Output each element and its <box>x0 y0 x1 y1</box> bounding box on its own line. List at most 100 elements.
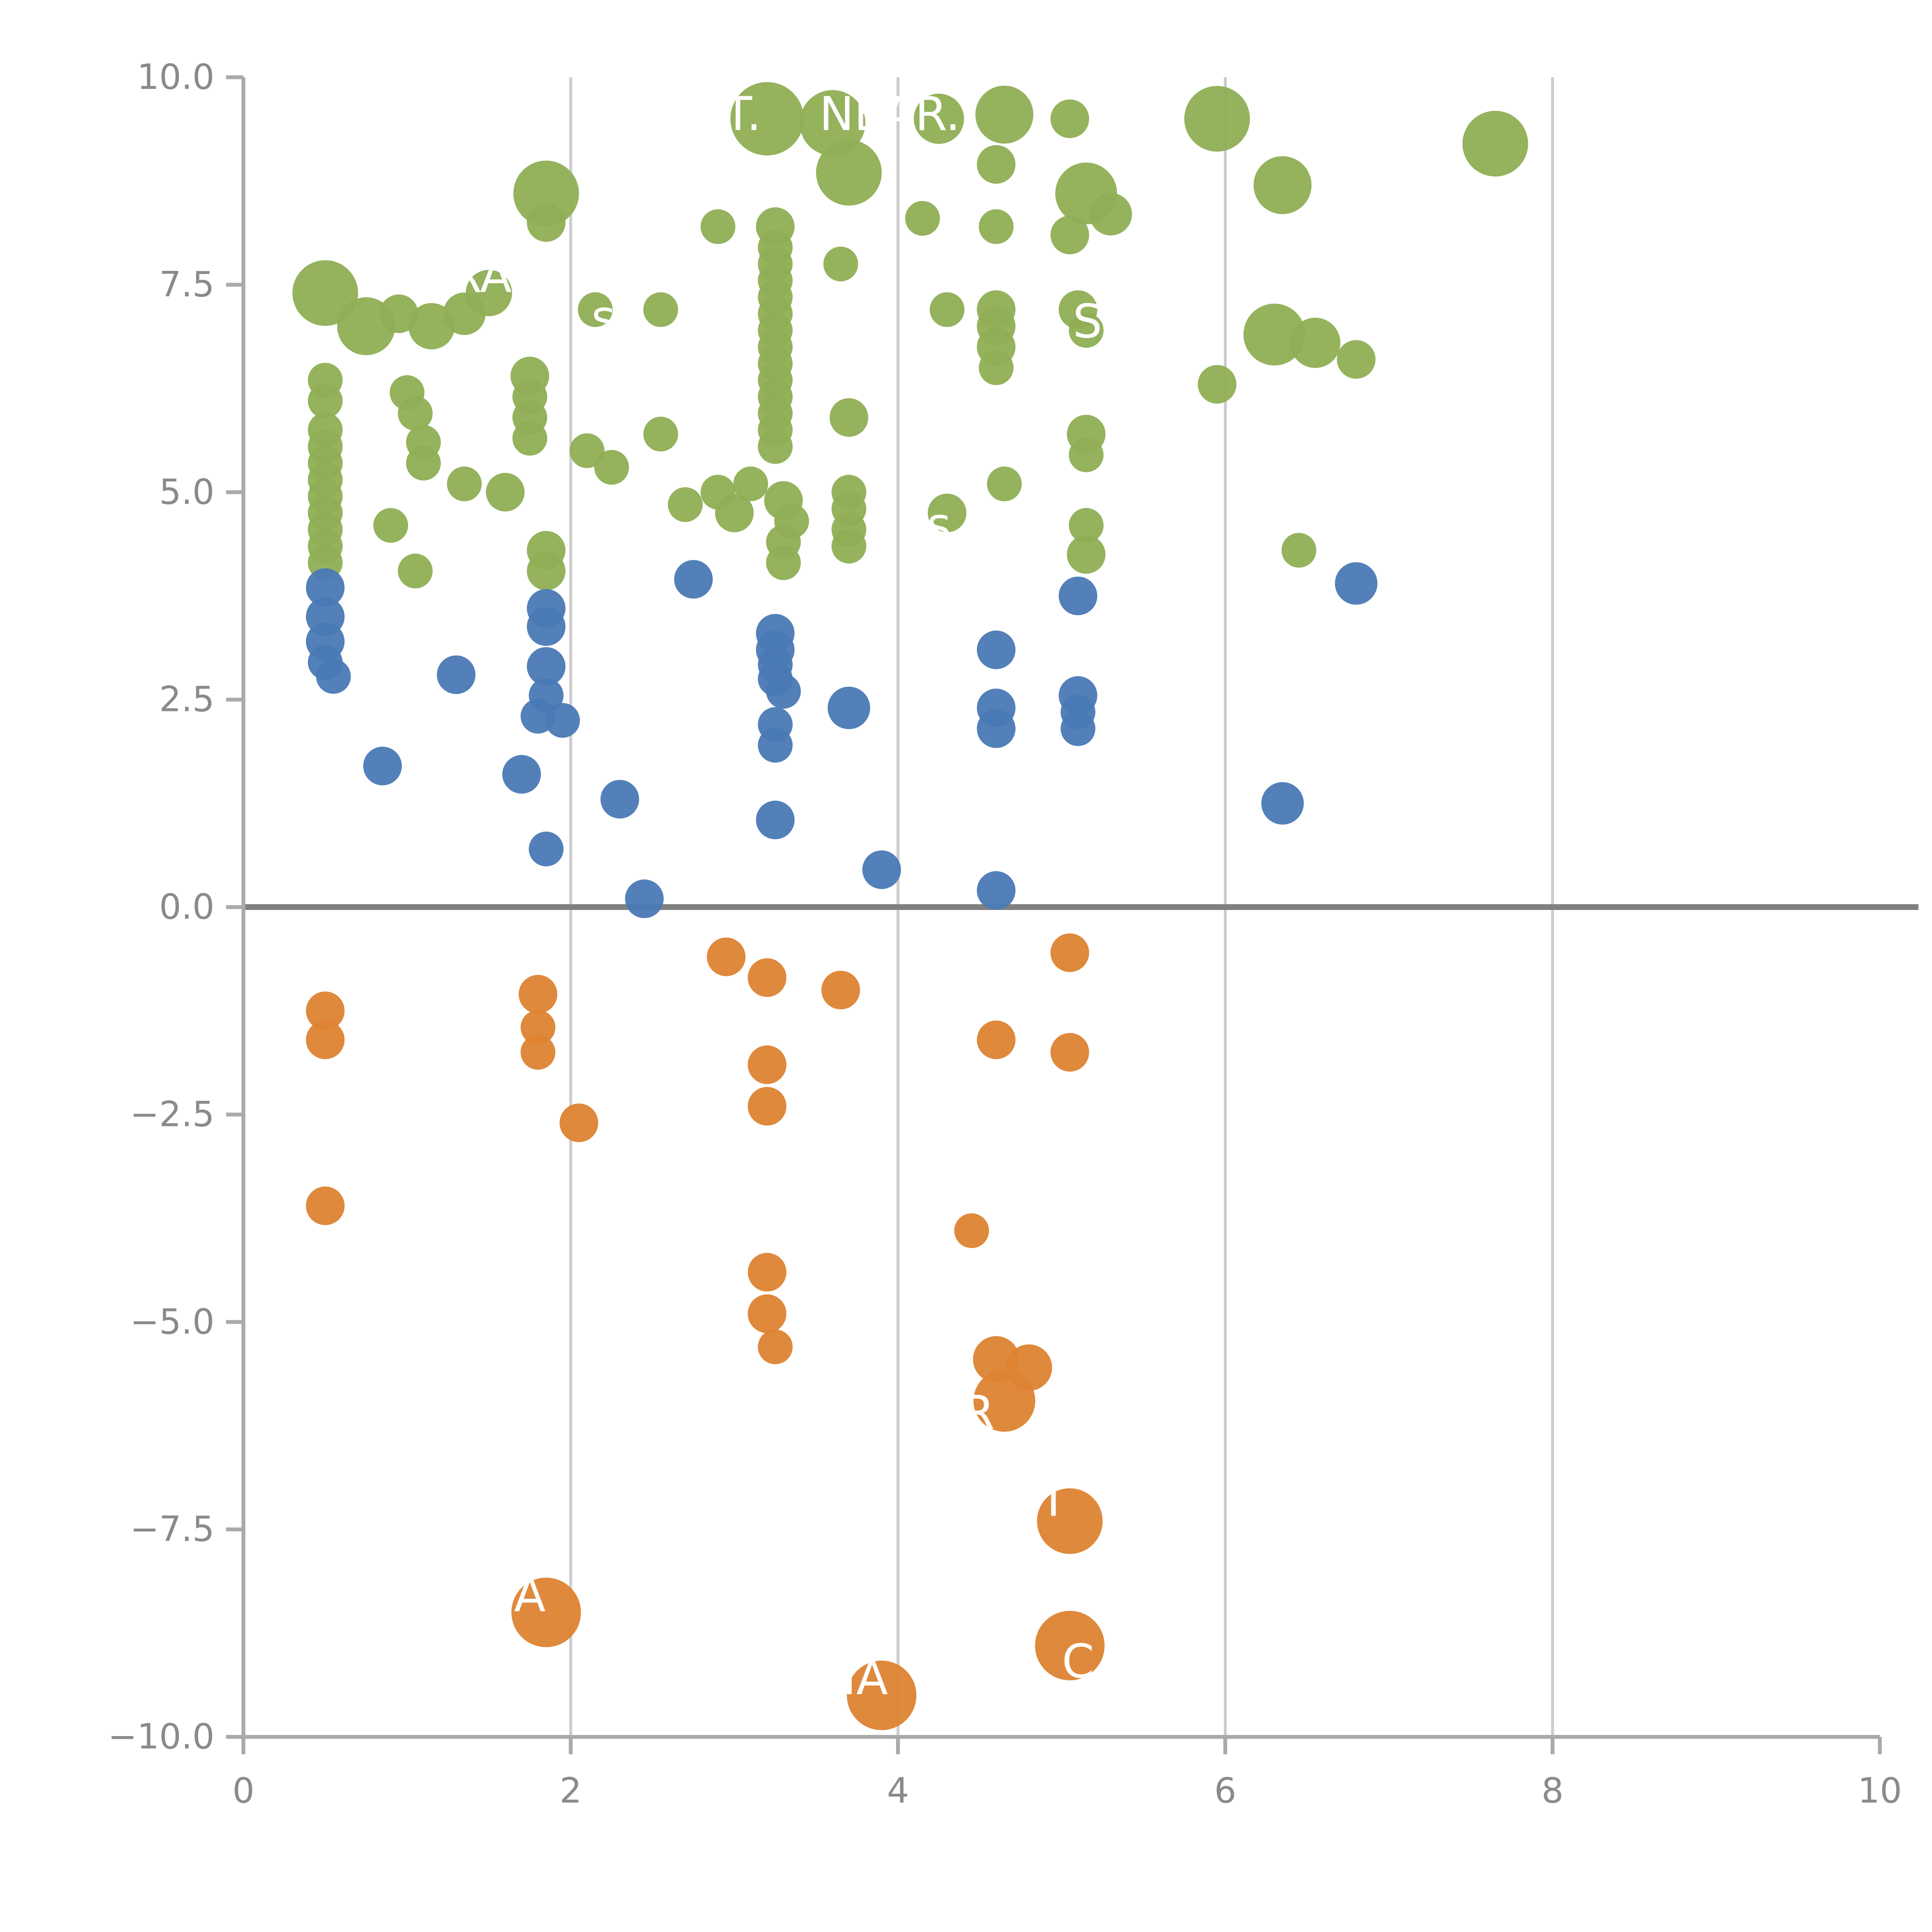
y-tick-label: 5.0 <box>159 472 214 512</box>
data-point <box>1069 437 1104 473</box>
data-point <box>308 383 343 418</box>
data-point <box>398 553 433 588</box>
data-point <box>625 879 664 918</box>
data-point <box>748 1045 787 1084</box>
data-point <box>847 1660 917 1730</box>
bubble-label: B R <box>916 1386 995 1440</box>
data-point <box>1050 216 1089 255</box>
x-tick-label: 8 <box>1541 1770 1563 1811</box>
data-point <box>437 655 476 694</box>
data-point <box>954 1213 989 1248</box>
data-point <box>570 433 605 468</box>
data-point <box>1035 1611 1105 1680</box>
data-point <box>513 160 579 226</box>
bubble-label: T. <box>723 88 761 141</box>
data-point <box>511 1577 581 1647</box>
data-point <box>823 247 858 282</box>
data-point <box>977 709 1016 748</box>
y-tick-label: 10.0 <box>137 57 214 97</box>
data-point <box>1060 711 1095 746</box>
data-point <box>977 1020 1016 1060</box>
data-point <box>748 1294 787 1333</box>
bubble-label: RA <box>450 249 512 303</box>
data-point <box>520 1035 556 1070</box>
data-point <box>466 270 512 316</box>
series-middle-blue-group <box>306 560 1378 918</box>
bubble-labels: T. NEAR. RA s SI s B R T A C IA <box>450 88 1116 1706</box>
data-point <box>486 473 525 512</box>
data-point <box>973 1370 1036 1432</box>
data-point <box>1067 535 1106 574</box>
data-point <box>512 421 548 456</box>
data-point <box>643 417 678 452</box>
data-point <box>527 647 566 686</box>
data-point <box>600 780 639 819</box>
series-upper-green-group <box>292 82 1528 590</box>
data-point <box>1184 86 1250 152</box>
data-point <box>643 292 678 327</box>
data-point <box>758 429 793 464</box>
data-point <box>594 450 629 485</box>
x-tick-label: 10 <box>1858 1770 1902 1811</box>
data-point <box>1281 533 1316 568</box>
data-point <box>979 350 1014 385</box>
data-point <box>406 446 441 481</box>
data-point <box>447 466 482 502</box>
data-point <box>707 937 746 976</box>
x-tick-label: 2 <box>560 1770 582 1811</box>
data-point <box>913 94 964 144</box>
data-point <box>758 728 793 763</box>
x-tick-label: 6 <box>1214 1770 1236 1811</box>
data-point <box>1253 156 1312 214</box>
series-lower-orange-group <box>306 933 1105 1730</box>
data-point <box>316 659 351 694</box>
data-point <box>306 1020 345 1060</box>
data-point <box>1243 303 1306 366</box>
data-point <box>987 466 1022 502</box>
data-point <box>827 687 870 730</box>
data-point <box>1335 562 1378 605</box>
data-point <box>1337 340 1376 379</box>
data-point <box>979 209 1014 244</box>
data-point <box>831 529 866 564</box>
x-tick-label: 0 <box>232 1770 254 1811</box>
y-tick-label: 0.0 <box>159 887 214 927</box>
data-point <box>373 508 408 543</box>
data-point <box>975 85 1034 144</box>
data-point <box>766 674 801 709</box>
data-point <box>527 607 566 646</box>
data-point <box>816 139 882 206</box>
data-point <box>758 1329 793 1364</box>
data-point <box>1037 1488 1103 1554</box>
data-point <box>578 292 613 327</box>
data-point <box>928 493 967 532</box>
y-tick-label: 2.5 <box>159 679 214 720</box>
data-point <box>977 630 1016 669</box>
data-point <box>1290 318 1340 368</box>
data-point <box>1462 111 1528 177</box>
data-point <box>977 145 1016 184</box>
data-point <box>1089 193 1132 236</box>
data-point <box>930 292 965 327</box>
data-point <box>701 209 736 244</box>
data-point <box>756 801 795 840</box>
data-point <box>520 1010 556 1045</box>
data-point <box>1069 313 1104 348</box>
data-point <box>748 958 787 997</box>
bubble-label: SI <box>1073 295 1116 349</box>
data-point <box>1069 508 1104 543</box>
bubble-label: T <box>1039 1473 1068 1527</box>
bubble-label: s <box>591 291 616 345</box>
x-tick-label: 4 <box>887 1770 909 1811</box>
data-point <box>715 493 754 532</box>
bubble-label: s <box>927 498 951 552</box>
bubble-label: IA <box>843 1652 888 1706</box>
axes: 0 2 4 6 8 10 10.0 7.5 5.0 2.5 0.0 −2.5 −5.0 −7.5 −10.0 <box>108 57 1902 1811</box>
bubble-label: A <box>514 1569 546 1622</box>
data-point <box>1050 99 1089 138</box>
data-point <box>529 832 564 867</box>
data-point <box>1050 1033 1089 1072</box>
data-point <box>1197 365 1236 404</box>
data-point <box>306 991 345 1030</box>
